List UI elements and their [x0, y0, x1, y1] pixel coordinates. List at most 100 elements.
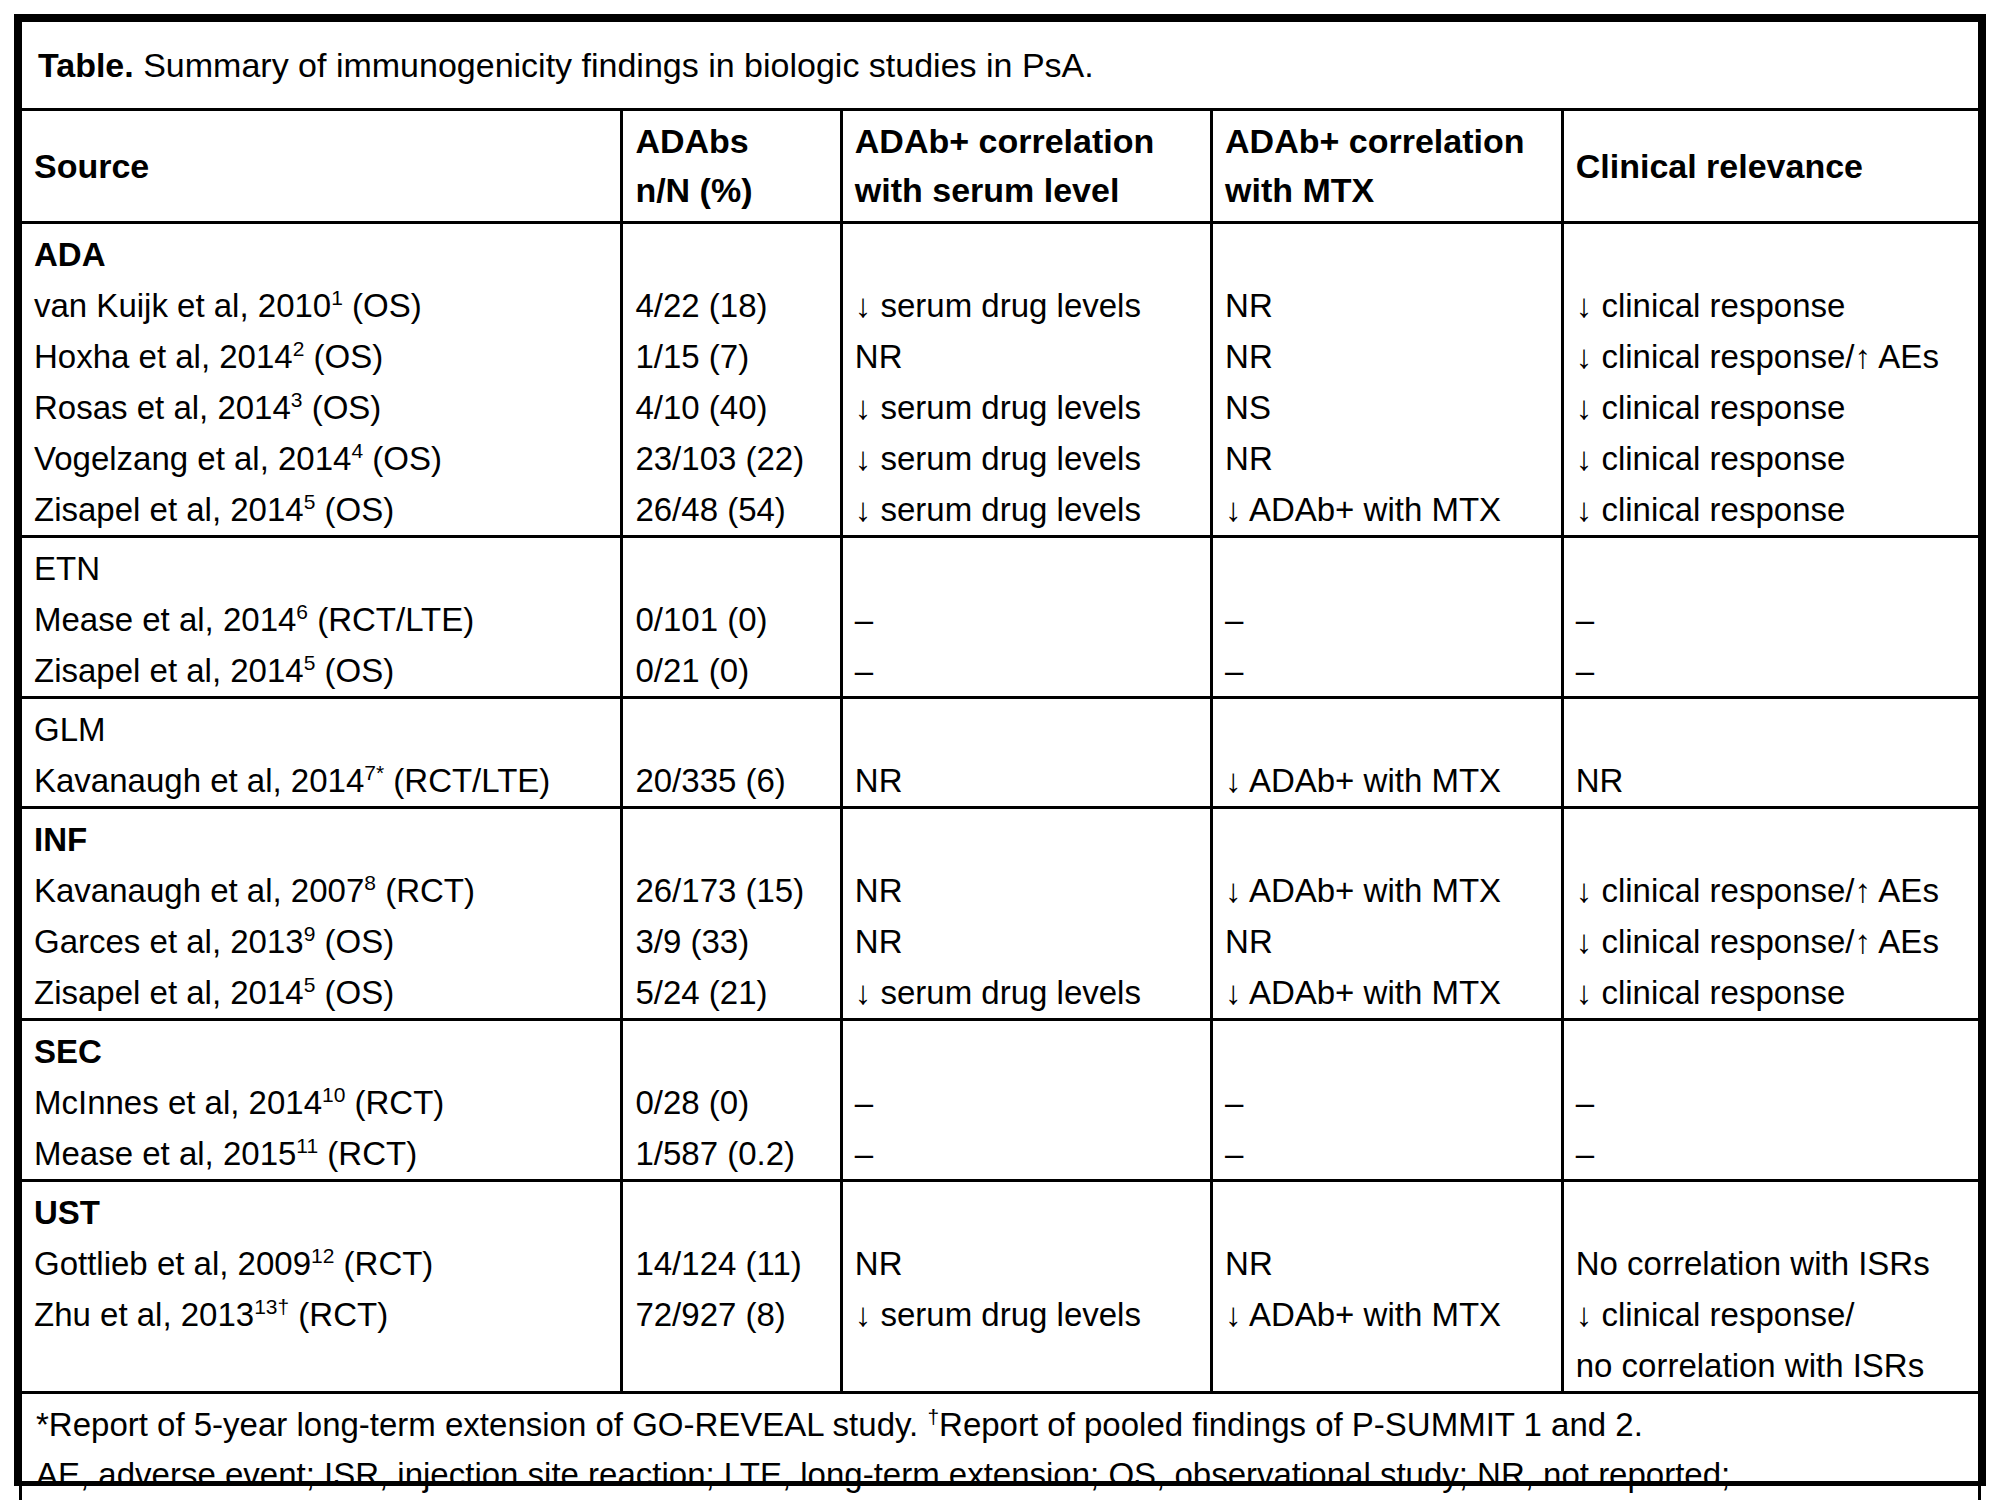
footnote-cell: *Report of 5-year long-term extension of…: [21, 1393, 1980, 1500]
adabs-cell-ust: 14/124 (11)72/927 (8): [622, 1181, 841, 1393]
mtx-correlation-value: ↓ ADAb+ with MTX: [1225, 484, 1549, 535]
superscript: 7*: [364, 761, 384, 784]
mtx-cell-etn: ––: [1212, 537, 1563, 698]
section-row-ada: ADAvan Kuijk et al, 20101 (OS)Hoxha et a…: [21, 223, 1980, 537]
spacer-line: [1225, 543, 1549, 594]
column-header-clinical: Clinical relevance: [1562, 110, 1979, 223]
clinical-relevance-value: ↓ clinical response: [1576, 433, 1966, 484]
superscript: 3: [291, 388, 303, 411]
serum-correlation-value: NR: [855, 331, 1198, 382]
study-source: Gottlieb et al, 200912 (RCT): [34, 1238, 608, 1289]
mtx-correlation-value: –: [1225, 645, 1549, 696]
clinical-cell-ust: No correlation with ISRs↓ clinical respo…: [1562, 1181, 1979, 1393]
serum-correlation-value: NR: [855, 755, 1198, 806]
superscript: 4: [351, 439, 363, 462]
superscript: 11: [296, 1134, 318, 1157]
study-source: Zisapel et al, 20145 (OS): [34, 645, 608, 696]
superscript: 5: [304, 973, 316, 996]
mtx-correlation-value: NR: [1225, 433, 1549, 484]
study-source: van Kuijk et al, 20101 (OS): [34, 280, 608, 331]
spacer-line: [635, 1187, 827, 1238]
header-line: n/N (%): [635, 166, 827, 215]
serum-correlation-value: –: [855, 594, 1198, 645]
spacer-line: [1576, 543, 1966, 594]
mtx-correlation-value: NR: [1225, 1238, 1549, 1289]
serum-cell-inf: NRNR↓ serum drug levels: [841, 808, 1211, 1020]
spacer-line: [1225, 1187, 1549, 1238]
column-header-serum: ADAb+ correlationwith serum level: [841, 110, 1211, 223]
clinical-relevance-value: ↓ clinical response/↑ AEs: [1576, 916, 1966, 967]
source-cell-inf: INFKavanaugh et al, 20078 (RCT)Garces et…: [21, 808, 622, 1020]
clinical-cell-ada: ↓ clinical response↓ clinical response/↑…: [1562, 223, 1979, 537]
adabs-value: 72/927 (8): [635, 1289, 827, 1340]
mtx-correlation-value: NR: [1225, 331, 1549, 382]
serum-cell-glm: NR: [841, 698, 1211, 808]
mtx-correlation-value: ↓ ADAb+ with MTX: [1225, 865, 1549, 916]
clinical-relevance-value: –: [1576, 645, 1966, 696]
serum-correlation-value: ↓ serum drug levels: [855, 382, 1198, 433]
mtx-cell-sec: ––: [1212, 1020, 1563, 1181]
adabs-value: 26/173 (15): [635, 865, 827, 916]
adabs-value: 26/48 (54): [635, 484, 827, 535]
mtx-correlation-value: ↓ ADAb+ with MTX: [1225, 1289, 1549, 1340]
serum-cell-sec: ––: [841, 1020, 1211, 1181]
serum-cell-ada: ↓ serum drug levelsNR↓ serum drug levels…: [841, 223, 1211, 537]
clinical-relevance-value: –: [1576, 1077, 1966, 1128]
section-row-etn: ETNMease et al, 20146 (RCT/LTE)Zisapel e…: [21, 537, 1980, 698]
spacer-line: [635, 704, 827, 755]
serum-correlation-value: –: [855, 1077, 1198, 1128]
header-line: with serum level: [855, 166, 1198, 215]
serum-correlation-value: ↓ serum drug levels: [855, 967, 1198, 1018]
mtx-correlation-value: NS: [1225, 382, 1549, 433]
spacer-line: [1576, 814, 1966, 865]
adabs-value: 1/15 (7): [635, 331, 827, 382]
clinical-relevance-value: NR: [1576, 755, 1966, 806]
spacer-line: [635, 814, 827, 865]
mtx-cell-ust: NR↓ ADAb+ with MTX: [1212, 1181, 1563, 1393]
clinical-relevance-value: ↓ clinical response: [1576, 967, 1966, 1018]
adabs-cell-glm: 20/335 (6): [622, 698, 841, 808]
clinical-relevance-value: ↓ clinical response: [1576, 280, 1966, 331]
adabs-value: 4/22 (18): [635, 280, 827, 331]
superscript: 5: [304, 490, 316, 513]
serum-correlation-value: NR: [855, 1238, 1198, 1289]
column-header-source: Source: [21, 110, 622, 223]
spacer-line: [1225, 814, 1549, 865]
source-cell-sec: SECMcInnes et al, 201410 (RCT)Mease et a…: [21, 1020, 622, 1181]
source-cell-ust: USTGottlieb et al, 200912 (RCT)Zhu et al…: [21, 1181, 622, 1393]
clinical-relevance-value: ↓ clinical response: [1576, 382, 1966, 433]
clinical-relevance-value: –: [1576, 1128, 1966, 1179]
mtx-correlation-value: –: [1225, 1077, 1549, 1128]
clinical-cell-inf: ↓ clinical response/↑ AEs↓ clinical resp…: [1562, 808, 1979, 1020]
spacer-line: [1576, 1187, 1966, 1238]
superscript: 5: [304, 651, 316, 674]
spacer-line: [1225, 704, 1549, 755]
adabs-cell-inf: 26/173 (15)3/9 (33)5/24 (21): [622, 808, 841, 1020]
drug-label: GLM: [34, 704, 608, 755]
serum-correlation-value: ↓ serum drug levels: [855, 484, 1198, 535]
superscript: 13†: [254, 1295, 289, 1318]
serum-correlation-value: ↓ serum drug levels: [855, 1289, 1198, 1340]
superscript: 8: [364, 871, 376, 894]
source-cell-glm: GLMKavanaugh et al, 20147* (RCT/LTE): [21, 698, 622, 808]
superscript: 10: [322, 1083, 345, 1106]
drug-label: SEC: [34, 1026, 608, 1077]
table-title-label: Table.: [38, 46, 134, 84]
clinical-cell-sec: ––: [1562, 1020, 1979, 1181]
study-source: Rosas et al, 20143 (OS): [34, 382, 608, 433]
spacer-line: [855, 1026, 1198, 1077]
adabs-value: 0/21 (0): [635, 645, 827, 696]
adabs-value: 0/101 (0): [635, 594, 827, 645]
spacer-line: [855, 704, 1198, 755]
superscript: 9: [304, 922, 316, 945]
study-source: Zhu et al, 201313† (RCT): [34, 1289, 608, 1340]
study-source: Zisapel et al, 20145 (OS): [34, 484, 608, 535]
header-line: with MTX: [1225, 166, 1549, 215]
clinical-relevance-value: ↓ clinical response/: [1576, 1289, 1966, 1340]
section-row-glm: GLMKavanaugh et al, 20147* (RCT/LTE)20/3…: [21, 698, 1980, 808]
drug-label: UST: [34, 1187, 608, 1238]
drug-label: ETN: [34, 543, 608, 594]
adabs-cell-etn: 0/101 (0)0/21 (0): [622, 537, 841, 698]
clinical-relevance-value: ↓ clinical response/↑ AEs: [1576, 865, 1966, 916]
study-source: Garces et al, 20139 (OS): [34, 916, 608, 967]
